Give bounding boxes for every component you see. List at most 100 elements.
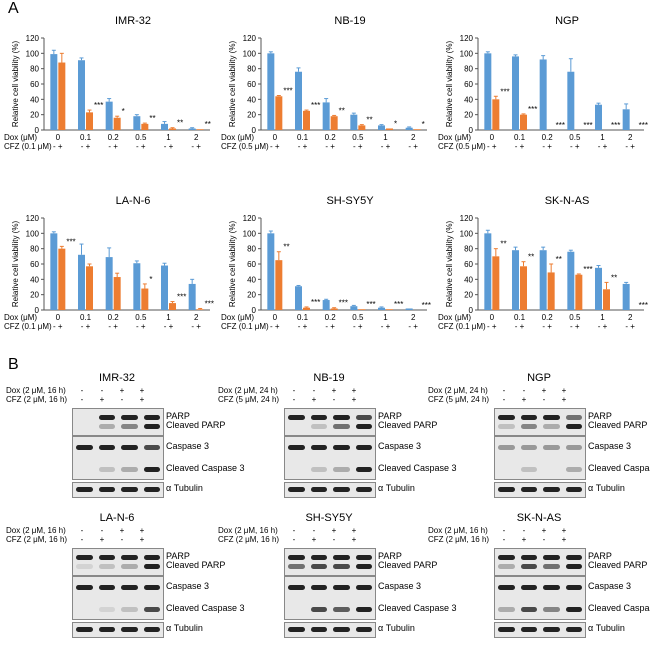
- x-axis-title-cfz: CFZ (0.1 μM): [4, 322, 52, 331]
- blot-protein-label: PARP: [588, 411, 612, 421]
- blot-band: [355, 585, 372, 590]
- blot-band: [333, 607, 350, 612]
- x-tick-cfz-sign: - +: [325, 322, 335, 331]
- significance-label: **: [528, 253, 534, 262]
- dox-signs-row: - - + +: [494, 386, 574, 395]
- cfz-sign: -: [80, 395, 84, 404]
- bar-dox: [378, 125, 385, 130]
- x-tick-cfz-sign: - +: [598, 142, 608, 151]
- blot-band: [288, 415, 305, 420]
- blot-band: [565, 424, 582, 429]
- chart-title: NGP: [555, 15, 579, 27]
- blot-band: [143, 607, 160, 612]
- blot-band: [121, 487, 138, 492]
- bar-dox: [188, 128, 196, 130]
- blot-title: SH-SY5Y: [305, 512, 353, 524]
- dox-sign: +: [561, 386, 567, 395]
- cfz-sign: +: [561, 395, 567, 404]
- cfz-sign: +: [351, 395, 357, 404]
- y-axis-title: Relative cell viability (%): [228, 221, 237, 308]
- bar-dox-cfz: [413, 129, 421, 130]
- significance-label: ***: [639, 121, 648, 130]
- x-tick-label: 0.5: [569, 313, 581, 322]
- caspase-blot-strip: [284, 436, 376, 480]
- dox-sign: +: [331, 386, 337, 395]
- x-tick-cfz-sign: - +: [164, 142, 174, 151]
- dox-sign: +: [541, 386, 547, 395]
- x-tick-cfz-sign: - +: [81, 142, 91, 151]
- blot-band: [76, 487, 93, 492]
- significance-label: ***: [283, 87, 292, 96]
- bar-dox-cfz: [141, 288, 149, 310]
- blot-band: [121, 627, 138, 632]
- y-tick-label: 60: [464, 260, 473, 269]
- bar-dox: [539, 250, 547, 310]
- y-tick-label: 40: [30, 275, 39, 284]
- blot-band: [355, 445, 372, 450]
- caspase-blot-strip: [494, 436, 586, 480]
- dox-sign: +: [351, 386, 357, 395]
- x-tick-label: 1: [383, 313, 388, 322]
- blot-title: NB-19: [313, 372, 345, 384]
- blot-band: [121, 415, 138, 420]
- blot-band: [333, 564, 350, 569]
- x-tick-cfz-sign: - +: [515, 142, 525, 151]
- blot-band: [98, 445, 115, 450]
- blot-band: [121, 424, 138, 429]
- x-tick-cfz-sign: - +: [136, 142, 146, 151]
- blot-band: [310, 555, 327, 560]
- x-tick-cfz-sign: - +: [542, 142, 552, 151]
- blot-band: [520, 555, 537, 560]
- bar-dox: [539, 59, 547, 130]
- blot-band: [143, 555, 160, 560]
- y-tick-label: 0: [35, 126, 40, 135]
- bar-dox: [188, 283, 196, 310]
- blot-band: [98, 607, 115, 612]
- bar-dox: [50, 54, 58, 130]
- y-tick-label: 20: [30, 111, 39, 120]
- significance-label: ***: [339, 299, 348, 308]
- dox-sign: -: [312, 386, 316, 395]
- x-axis-title-cfz: CFZ (0.1 μM): [221, 322, 269, 331]
- x-tick-cfz-sign: - +: [353, 142, 363, 151]
- x-tick-label: 0.2: [108, 133, 120, 142]
- x-tick-label: 0.1: [514, 313, 526, 322]
- blot-band: [498, 607, 515, 612]
- x-tick-label: 0: [56, 313, 61, 322]
- x-tick-cfz-sign: - +: [381, 142, 391, 151]
- bar-dox: [295, 286, 302, 310]
- cfz-signs-row: - + - +: [284, 535, 364, 544]
- bar-dox: [78, 254, 85, 310]
- bar-dox: [622, 109, 630, 130]
- x-tick-label: 0.2: [108, 313, 120, 322]
- x-tick-cfz-sign: - +: [625, 142, 635, 151]
- blot-band: [498, 424, 515, 429]
- blot-band: [98, 555, 115, 560]
- x-tick-label: 0.5: [352, 133, 364, 142]
- cfz-sign: +: [521, 535, 527, 544]
- blot-band: [333, 627, 350, 632]
- dox-signs-row: - - + +: [72, 386, 152, 395]
- blot-band: [76, 555, 93, 560]
- x-tick-label: 0.2: [325, 133, 337, 142]
- significance-label: ***: [583, 265, 592, 274]
- parp-blot-strip: [284, 408, 376, 436]
- x-tick-label: 1: [166, 313, 171, 322]
- bar-dox-cfz: [275, 96, 283, 130]
- blot-band: [355, 607, 372, 612]
- bar-dox-cfz: [358, 125, 366, 130]
- blot-band: [288, 585, 305, 590]
- tubulin-blot-strip: [284, 622, 376, 638]
- blot-band: [310, 424, 327, 429]
- y-tick-label: 120: [243, 34, 257, 43]
- blot-band: [520, 424, 537, 429]
- y-tick-label: 60: [30, 260, 39, 269]
- western-blot-sh-sy5y: SH-SY5Y Dox (2 μM, 16 h) CFZ (2 μM, 16 h) -…: [218, 512, 457, 662]
- significance-label: **: [283, 243, 289, 252]
- dox-sign: -: [502, 526, 506, 535]
- dox-sign: +: [331, 526, 337, 535]
- x-tick-label: 1: [383, 133, 388, 142]
- y-tick-label: 40: [464, 275, 473, 284]
- blot-band: [121, 564, 138, 569]
- x-tick-cfz-sign: - +: [270, 142, 280, 151]
